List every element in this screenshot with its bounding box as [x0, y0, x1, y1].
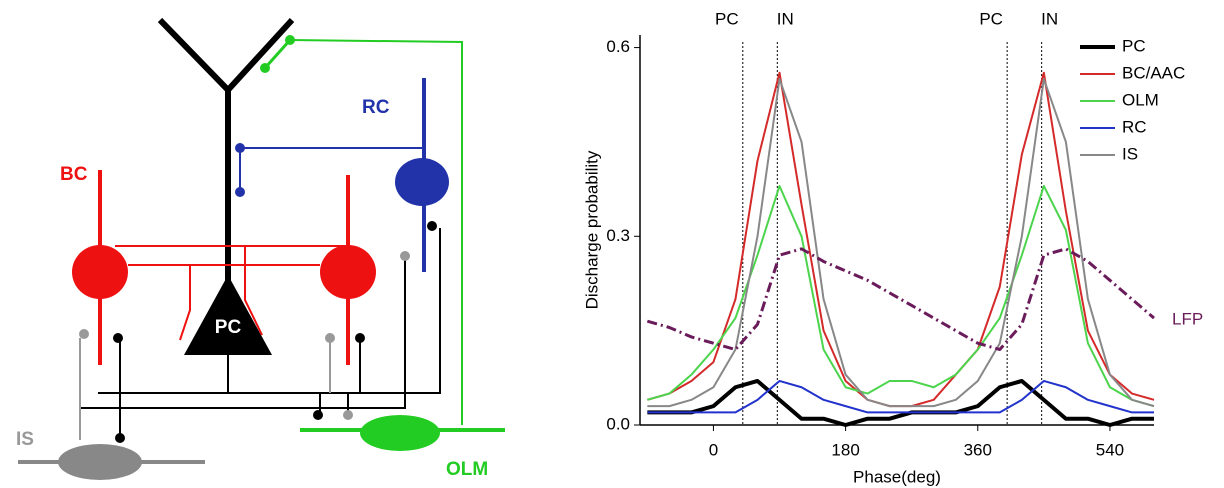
series-line [647, 184, 1155, 408]
y-tick-label: 0.6 [606, 37, 630, 56]
lfp-label: LFP [1172, 309, 1203, 328]
pc-label: PC [215, 317, 242, 338]
y-tick-label: 0.3 [606, 226, 630, 245]
legend-label: BC/AAC [1122, 63, 1185, 82]
is-label: IS [16, 429, 34, 450]
x-tick-label: 180 [831, 440, 859, 459]
y-tick-label: 0.0 [606, 414, 630, 433]
x-tick-label: 0 [709, 440, 718, 459]
legend-label: OLM [1122, 90, 1159, 109]
series-line [647, 71, 1155, 408]
phase-marker-label: IN [1041, 9, 1058, 28]
series-line [647, 379, 1154, 414]
y-axis-label: Discharge probability [582, 150, 601, 309]
olm-label: OLM [446, 459, 488, 480]
phase-marker-label: PC [715, 9, 739, 28]
legend-label: RC [1122, 117, 1147, 136]
lfp-line [646, 247, 1155, 352]
legend-label: PC [1122, 36, 1146, 55]
x-axis-label: Phase(deg) [853, 467, 941, 486]
series-line [647, 78, 1155, 408]
x-tick-label: 360 [964, 440, 992, 459]
legend-label: IS [1122, 144, 1138, 163]
x-tick-label: 540 [1096, 440, 1124, 459]
rc-label: RC [362, 97, 390, 118]
phase-marker-label: PC [979, 9, 1003, 28]
circuit-diagram [18, 17, 505, 480]
series-line [647, 378, 1154, 427]
bc-label: BC [60, 164, 88, 185]
phase-marker-label: IN [777, 9, 794, 28]
